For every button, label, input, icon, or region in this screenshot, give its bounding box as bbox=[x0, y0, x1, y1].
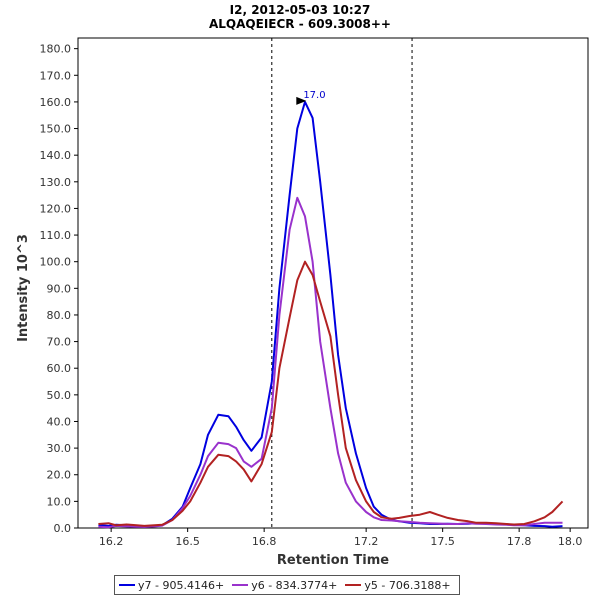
x-axis-label: Retention Time bbox=[277, 553, 389, 568]
peak-label: 17.0 bbox=[303, 90, 325, 101]
x-tick-label: 16.8 bbox=[252, 535, 277, 548]
x-tick-label: 16.2 bbox=[99, 535, 124, 548]
plot-area: 0.0 10.0 20.0 30.0 40.0 50.0 60.0 70.0 80.0 90.0 1… bbox=[40, 37, 589, 548]
legend-swatch bbox=[119, 584, 135, 586]
y-tick-label: 100.0 bbox=[40, 256, 72, 269]
legend-item: y7 - 905.4146+ bbox=[119, 579, 224, 592]
y-tick-label: 140.0 bbox=[40, 149, 72, 162]
y-tick-label: 20.0 bbox=[47, 469, 72, 482]
chart-title: I2, 2012-05-03 10:27 bbox=[230, 3, 371, 17]
y-tick-label: 110.0 bbox=[40, 229, 72, 242]
legend-swatch bbox=[345, 584, 362, 586]
y-tick-label: 160.0 bbox=[40, 96, 72, 109]
y-tick-label: 80.0 bbox=[47, 309, 72, 322]
x-tick-label: 17.5 bbox=[430, 535, 455, 548]
x-tick-label: 17.8 bbox=[507, 535, 532, 548]
peak-marker bbox=[296, 96, 307, 105]
y-tick-label: 150.0 bbox=[40, 123, 72, 136]
y-tick-label: 90.0 bbox=[47, 282, 72, 295]
legend-item: y5 - 706.3188+ bbox=[345, 578, 451, 592]
x-tick-label: 18.0 bbox=[558, 535, 583, 548]
chart-subtitle: ALQAQEIECR - 609.3008++ bbox=[209, 17, 391, 31]
y-tick-label: 130.0 bbox=[40, 176, 72, 189]
y-tick-label: 0.0 bbox=[54, 522, 72, 535]
y-tick-label: 50.0 bbox=[47, 389, 72, 402]
series-line-3 bbox=[98, 260, 564, 527]
y-axis-label: Intensity 10^3 bbox=[16, 234, 31, 342]
plot-frame bbox=[77, 37, 589, 529]
legend-label: y5 - 706.3188+ bbox=[364, 578, 451, 592]
y-tick-label: 180.0 bbox=[40, 43, 72, 56]
y-tick-label: 170.0 bbox=[40, 69, 72, 82]
legend-label: y7 - 905.4146+ bbox=[138, 578, 225, 592]
y-tick-label: 60.0 bbox=[47, 362, 72, 375]
x-tick-label: 16.5 bbox=[175, 535, 200, 548]
y-tick-label: 120.0 bbox=[40, 202, 72, 215]
y-tick-label: 30.0 bbox=[47, 442, 72, 455]
legend-label: y6 - 834.3774+ bbox=[251, 578, 338, 592]
y-tick-label: 10.0 bbox=[47, 495, 72, 508]
y-tick-label: 70.0 bbox=[47, 336, 72, 349]
x-tick-label: 17.2 bbox=[354, 535, 379, 548]
legend: y7 - 905.4146+ y6 - 834.3774+ y5 - 706.318… bbox=[114, 575, 460, 595]
legend-swatch bbox=[232, 584, 249, 586]
y-tick-label: 40.0 bbox=[47, 415, 72, 428]
legend-item: y6 - 834.3774+ bbox=[232, 579, 337, 592]
